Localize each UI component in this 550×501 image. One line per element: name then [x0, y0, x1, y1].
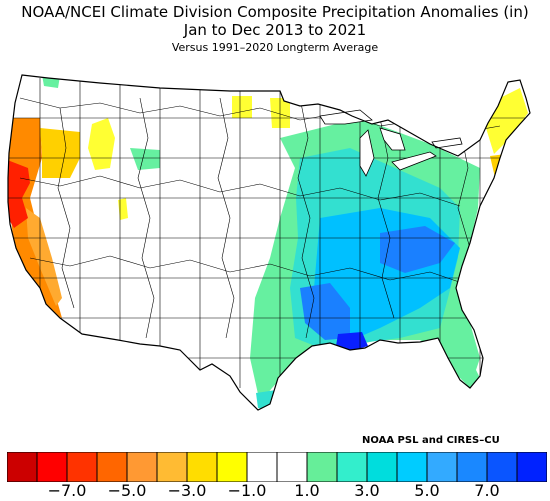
region-montana-teal	[130, 148, 160, 170]
legend-swatch	[426, 452, 458, 482]
data-credit: NOAA PSL and CIRES–CU	[362, 435, 500, 446]
legend-tick-label: 5.0	[414, 481, 440, 500]
legend-swatch	[126, 452, 158, 482]
region-north-dakota-yellow	[232, 96, 252, 118]
legend-swatch	[276, 452, 308, 482]
legend-swatch	[516, 452, 547, 482]
legend-swatch	[396, 452, 428, 482]
legend-swatch	[216, 452, 248, 482]
legend-swatch	[246, 452, 278, 482]
legend-tick-label: −1.0	[227, 481, 267, 500]
map-baseline: Versus 1991–2020 Longterm Average	[171, 41, 379, 54]
region-oregon-yellow	[40, 128, 80, 178]
legend-swatch	[456, 452, 488, 482]
map-period: Jan to Dec 2013 to 2021	[183, 21, 367, 39]
legend-swatch	[486, 452, 518, 482]
region-mississippi-strong	[300, 283, 350, 340]
legend-swatch	[36, 452, 68, 482]
legend-tick-label: 3.0	[354, 481, 380, 500]
region-nw-washington-teal	[42, 75, 60, 88]
legend-swatch	[306, 452, 338, 482]
legend-swatch	[7, 452, 38, 482]
map-title: NOAA/NCEI Climate Division Composite Pre…	[21, 3, 529, 21]
legend-swatch	[186, 452, 218, 482]
legend-swatch	[366, 452, 398, 482]
legend-swatch	[156, 452, 188, 482]
great-lakes	[319, 109, 463, 177]
legend-tick-label: 7.0	[474, 481, 500, 500]
legend-swatch	[336, 452, 368, 482]
legend-tick-label: 1.0	[294, 481, 320, 500]
color-scale-legend	[7, 452, 547, 482]
region-gulf-max	[336, 332, 368, 352]
legend-tick-label: −7.0	[47, 481, 87, 500]
us-anomaly-map	[7, 74, 531, 411]
legend-swatch	[66, 452, 98, 482]
legend-swatch	[96, 452, 128, 482]
region-california-light	[26, 208, 62, 306]
legend-tick-label: −5.0	[107, 481, 147, 500]
region-utah-yellow	[118, 198, 128, 220]
legend-tick-label: −3.0	[167, 481, 207, 500]
region-new-england-yellow	[486, 88, 528, 154]
region-idaho-yellow	[88, 118, 115, 170]
